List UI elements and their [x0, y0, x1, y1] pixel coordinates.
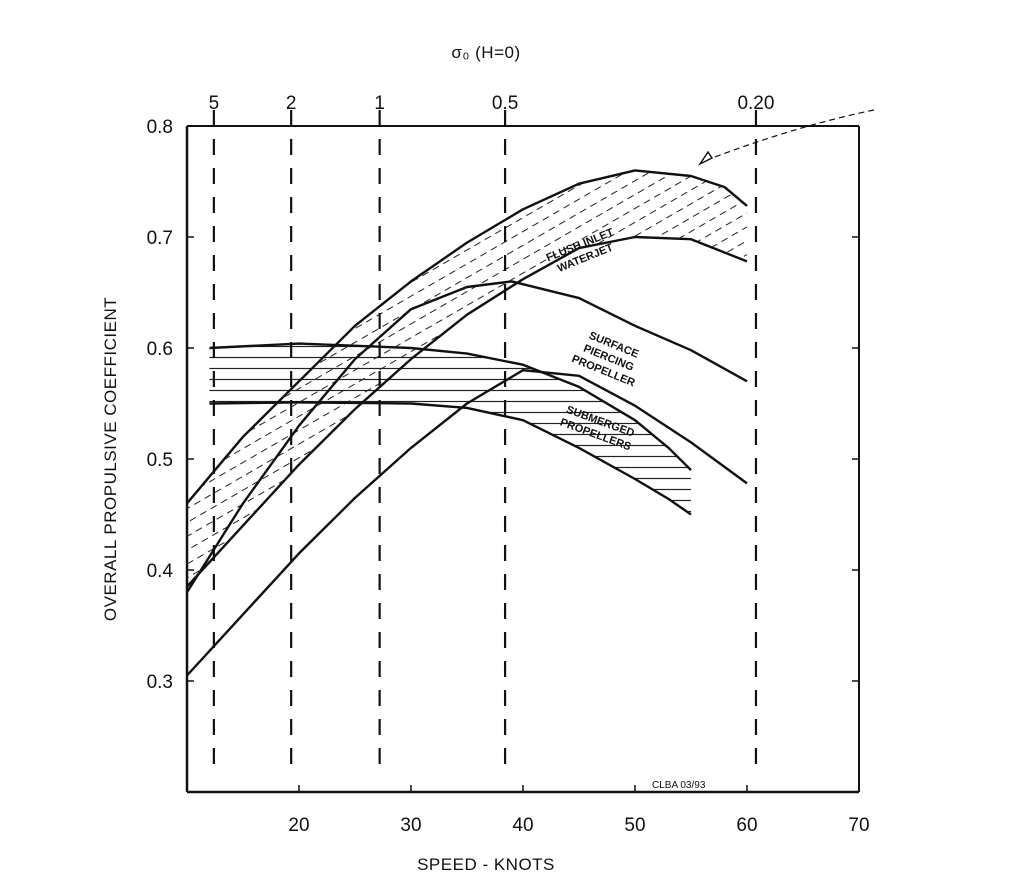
x-axis-ticks: 20 30 40 50 60 70	[288, 785, 870, 836]
y-tick-label: 0.7	[147, 228, 173, 249]
x-tick-label: 60	[736, 815, 757, 836]
top-tick-label: 5	[209, 93, 220, 114]
series-surface-piercing-propeller-upper	[187, 280, 748, 593]
top-tick-label: 1	[374, 93, 385, 114]
series-surface-piercing-propeller-lower	[187, 369, 748, 677]
band-submerged-propellers	[209, 343, 691, 515]
band-flush-inlet-waterjet	[187, 170, 747, 587]
series-curves	[187, 169, 748, 677]
credit-stamp: CLBA 03/93	[652, 780, 706, 791]
y-tick-label: 0.6	[147, 339, 173, 360]
y-axis-ticks: 0.3 0.4 0.5 0.6 0.7 0.8	[147, 117, 859, 693]
y-axis-title: OVERALL PROPULSIVE COEFFICIENT	[101, 297, 120, 621]
x-tick-label: 70	[848, 815, 869, 836]
annotation-arrow	[697, 109, 875, 166]
x-tick-label: 30	[400, 815, 421, 836]
x-axis-title: SPEED - KNOTS	[417, 855, 555, 874]
y-tick-label: 0.3	[147, 672, 173, 693]
hatched-bands	[187, 170, 747, 587]
x-tick-label: 40	[512, 815, 533, 836]
series-submerged-propellers-lower	[209, 401, 692, 516]
series-flush-inlet-waterjet-upper	[187, 169, 748, 505]
top-axis-title: σ₀ (H=0)	[451, 43, 520, 62]
y-tick-label: 0.8	[147, 117, 173, 138]
top-tick-label: 0.5	[492, 93, 518, 114]
y-tick-label: 0.5	[147, 450, 173, 471]
series-submerged-propellers-upper	[209, 342, 692, 471]
y-tick-label: 0.4	[147, 561, 174, 582]
x-tick-label: 50	[624, 815, 645, 836]
series-flush-inlet-waterjet-lower	[187, 235, 748, 588]
sigma-reference-lines	[212, 100, 758, 764]
x-tick-label: 20	[288, 815, 309, 836]
top-axis-ticks: 5 2 1 0.5 0.20	[209, 93, 775, 114]
top-tick-label: 0.20	[737, 93, 774, 114]
top-tick-label: 2	[286, 93, 297, 114]
